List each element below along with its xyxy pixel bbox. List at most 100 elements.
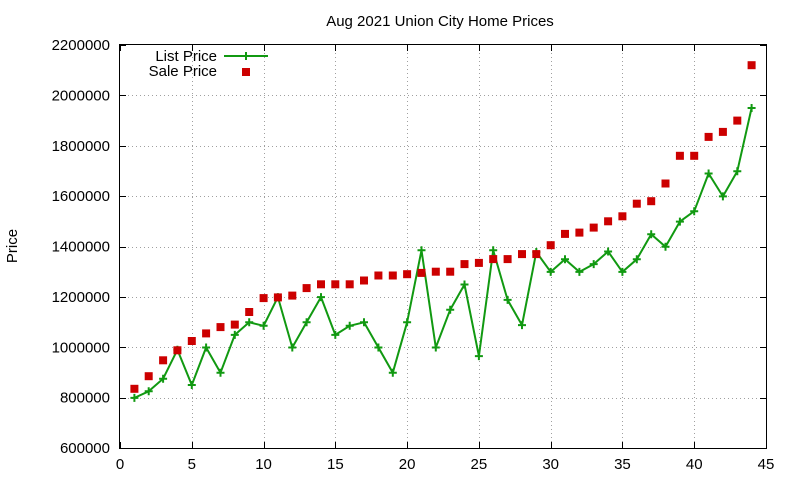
list-price-line xyxy=(133,107,753,399)
sale-price-point xyxy=(647,197,656,206)
sale-price-point xyxy=(187,337,196,345)
y-tick-label: 800000 xyxy=(60,390,110,407)
x-tick-label: 20 xyxy=(399,456,416,473)
list-price-point xyxy=(230,330,239,339)
sale-price-point xyxy=(302,284,311,293)
list-price-point xyxy=(632,255,641,264)
y-tick-label: 2000000 xyxy=(52,87,110,104)
sale-price-point xyxy=(360,276,368,285)
list-price-point xyxy=(589,260,598,269)
x-tick-label: 30 xyxy=(542,456,559,473)
y-tick-label: 1400000 xyxy=(52,239,110,256)
y-tick-label: 1800000 xyxy=(52,138,110,155)
sale-price-point xyxy=(273,293,282,302)
list-price-point xyxy=(690,207,699,216)
sale-price-point xyxy=(747,61,756,70)
list-price-point xyxy=(302,318,311,327)
list-price-point xyxy=(288,343,297,352)
y-tick-label: 2200000 xyxy=(52,37,110,54)
series xyxy=(130,61,756,402)
list-price-point xyxy=(704,169,713,178)
list-price-point xyxy=(604,247,613,256)
series-list-price xyxy=(130,104,756,402)
x-tick-label: 25 xyxy=(471,456,488,473)
sale-price-point xyxy=(245,308,254,316)
sale-price-point xyxy=(202,329,211,338)
list-price-point xyxy=(518,321,526,330)
sale-price-point xyxy=(460,260,469,269)
sale-price-point xyxy=(561,229,569,238)
legend-marker-sale-price xyxy=(242,68,250,76)
list-price-point xyxy=(561,255,569,264)
sale-price-point xyxy=(417,268,426,277)
sale-price-point xyxy=(675,151,684,160)
x-tick-label: 35 xyxy=(614,456,631,473)
y-tick-labels: 600000 800000 1000000 1200000 1400000 1600000… xyxy=(52,37,110,457)
sale-price-point xyxy=(489,255,498,264)
list-price-point xyxy=(718,192,727,201)
sale-price-point xyxy=(431,267,440,276)
sale-price-point xyxy=(230,320,239,329)
sale-price-point xyxy=(144,372,153,381)
sale-price-point xyxy=(130,384,139,393)
sale-price-point xyxy=(546,241,555,250)
x-tick-label: 5 xyxy=(188,456,196,473)
sale-price-point xyxy=(403,270,412,279)
legend-label-sale-price: Sale Price xyxy=(149,63,217,80)
sale-price-point xyxy=(159,356,168,365)
x-tick-label: 40 xyxy=(686,456,703,473)
list-price-point xyxy=(647,230,656,239)
list-price-point xyxy=(446,305,455,314)
sale-price-point xyxy=(331,280,340,289)
y-tick-label: 1000000 xyxy=(52,339,110,356)
list-price-point xyxy=(575,267,584,276)
list-price-point xyxy=(245,318,254,327)
list-price-point xyxy=(317,293,325,302)
list-price-point xyxy=(403,318,412,327)
x-tick-label: 15 xyxy=(327,456,344,473)
list-price-point xyxy=(259,321,268,330)
list-price-point xyxy=(460,280,469,289)
list-price-point xyxy=(661,242,670,251)
list-price-point xyxy=(474,352,483,361)
list-price-point xyxy=(216,368,225,377)
sale-price-point xyxy=(259,294,268,303)
list-price-point xyxy=(733,167,742,176)
list-price-point xyxy=(417,246,426,255)
list-price-point xyxy=(388,368,397,377)
sale-price-point xyxy=(704,132,713,141)
list-price-point xyxy=(360,318,368,327)
chart-title: Aug 2021 Union City Home Prices xyxy=(326,13,554,30)
plot-frame xyxy=(119,44,767,449)
legend-label-list-price: List Price xyxy=(155,48,217,65)
sale-price-point xyxy=(718,127,727,136)
list-price-point xyxy=(345,321,354,330)
list-price-point xyxy=(202,343,211,352)
list-price-point xyxy=(675,217,684,226)
series-sale-price xyxy=(130,61,756,393)
sale-price-point xyxy=(733,116,742,125)
list-price-point xyxy=(546,267,555,276)
y-tick-label: 1200000 xyxy=(52,289,110,306)
sale-price-point xyxy=(317,280,325,289)
list-price-point xyxy=(503,295,512,304)
list-price-point xyxy=(144,387,153,396)
x-tick-labels: 0 5 10 15 20 25 30 35 40 45 xyxy=(116,456,775,473)
legend: List Price Sale Price xyxy=(149,48,268,80)
sale-price-point xyxy=(374,271,383,280)
sale-price-point xyxy=(474,258,483,267)
y-tick-label: 600000 xyxy=(60,440,110,457)
sale-price-point xyxy=(532,250,541,259)
list-price-point xyxy=(431,343,440,352)
list-price-point xyxy=(130,393,139,402)
list-price-point xyxy=(374,343,383,352)
sale-price-point xyxy=(216,323,225,332)
x-tick-label: 0 xyxy=(116,456,124,473)
sale-price-point xyxy=(518,250,526,259)
y-tick-label: 1600000 xyxy=(52,188,110,205)
sale-price-point xyxy=(575,228,584,237)
y-axis-label: Price xyxy=(4,229,21,263)
sale-price-point xyxy=(288,291,297,300)
x-tick-label: 45 xyxy=(758,456,775,473)
sale-price-point xyxy=(388,271,397,280)
